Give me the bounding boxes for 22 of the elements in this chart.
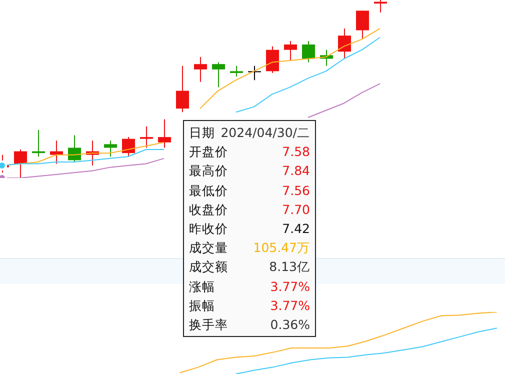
text: 涨幅	[189, 278, 215, 296]
annotation: 2024/04/30/二	[220, 124, 310, 142]
annotation: 开盘价	[189, 143, 228, 162]
annotation: 7.58	[282, 143, 310, 162]
text: 105.47万	[253, 239, 310, 258]
text: 7.56	[282, 182, 310, 200]
annotation: 振幅	[189, 296, 215, 315]
text: 成交量	[189, 239, 228, 258]
text: 3.77%	[270, 278, 310, 296]
text: 昨收价	[189, 220, 228, 238]
text: 7.70	[282, 200, 310, 219]
annotation: 换手率	[189, 316, 228, 334]
text: 成交额	[189, 258, 228, 276]
annotation: 最高价	[189, 162, 228, 180]
text: 8.13亿	[269, 258, 310, 276]
annotation: 3.77%	[270, 296, 310, 315]
annotation: 0.36%	[270, 316, 310, 334]
annotation: 日期	[189, 124, 215, 142]
text: 7.42	[282, 220, 310, 238]
annotation: 7.84	[282, 162, 310, 180]
text: 最低价	[189, 182, 228, 200]
text: 收盘价	[189, 200, 228, 219]
